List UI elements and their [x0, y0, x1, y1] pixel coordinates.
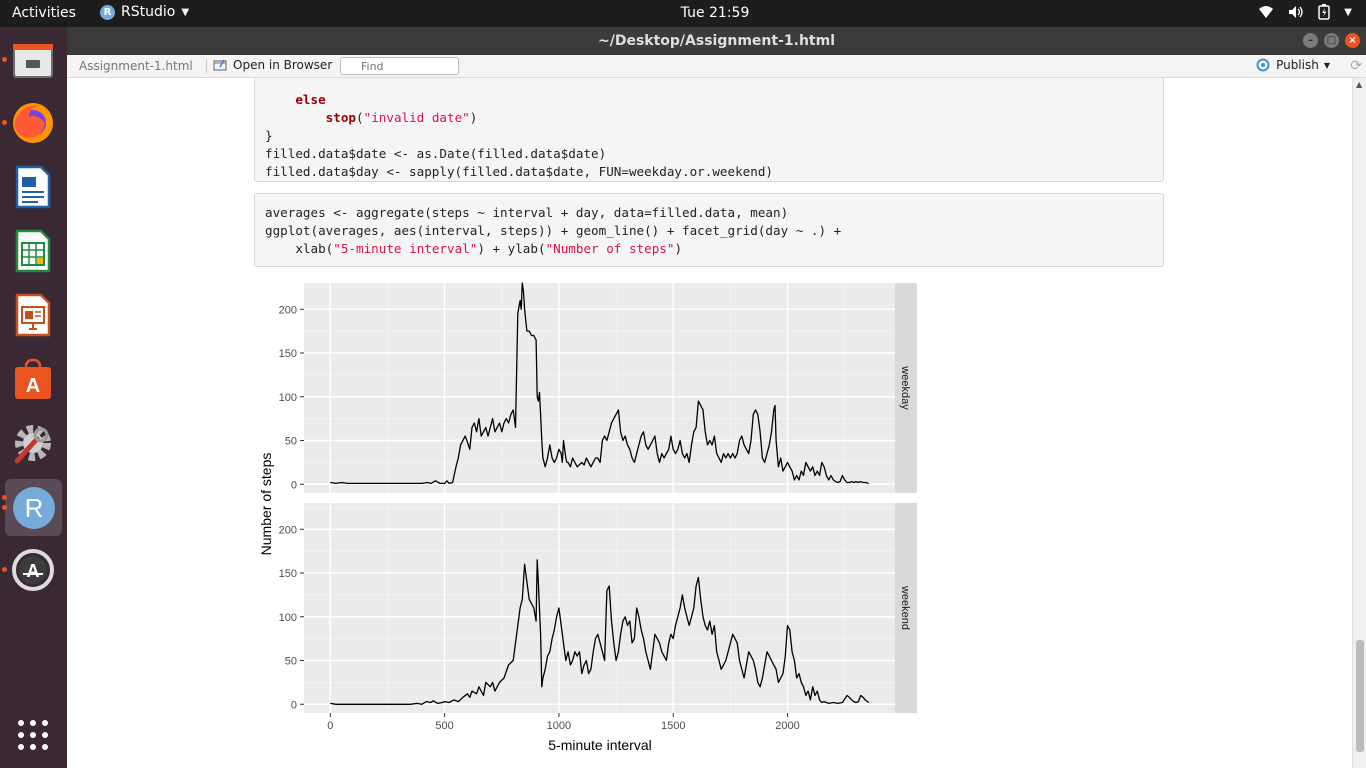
panel-background [304, 503, 895, 713]
impress-icon [13, 293, 53, 337]
dock-libreoffice-writer[interactable] [10, 164, 56, 210]
running-indicator [2, 505, 7, 510]
viewer-window: ~/Desktop/Assignment-1.html – □ × Assign… [67, 27, 1366, 768]
toolbar-divider [206, 59, 207, 74]
file-tab[interactable]: Assignment-1.html [79, 59, 193, 73]
dock-libreoffice-impress[interactable] [10, 292, 56, 338]
dock-ubuntu-software[interactable]: A [10, 356, 56, 402]
publish-label: Publish [1276, 58, 1319, 72]
x-tick-label: 1500 [661, 720, 685, 732]
facet-strip-label: weekday [899, 365, 911, 410]
x-tick-label: 0 [327, 720, 333, 732]
browser-icon [213, 59, 227, 71]
publish-button[interactable]: Publish ▼ [1255, 58, 1330, 72]
show-applications-button[interactable] [10, 712, 56, 758]
battery-icon [1318, 4, 1330, 20]
chevron-down-icon: ▼ [1324, 61, 1330, 70]
facet-strip-label: weekend [899, 585, 911, 630]
clock[interactable]: Tue 21:59 [0, 5, 1366, 21]
status-area[interactable]: ▼ [1258, 4, 1352, 20]
y-tick-label: 100 [279, 392, 297, 404]
code-line: filled.data$day <- sapply(filled.data$da… [265, 164, 773, 179]
window-title: ~/Desktop/Assignment-1.html [598, 33, 835, 49]
facet-panel-weekday: 0 50 100 150 200 weekday [279, 283, 917, 493]
window-titlebar[interactable]: ~/Desktop/Assignment-1.html – □ × [67, 27, 1366, 55]
y-tick-label: 150 [279, 568, 297, 580]
running-indicator [2, 567, 7, 572]
y-tick-label: 0 [291, 479, 297, 491]
y-tick-label: 50 [285, 436, 297, 448]
svg-text:A: A [27, 561, 40, 581]
y-tick-label: 50 [285, 656, 297, 668]
calc-icon [13, 229, 53, 273]
open-in-browser-label: Open in Browser [233, 58, 332, 72]
dock-software-updater[interactable]: A [10, 547, 56, 593]
facet-panel-weekend: 0 50 100 150 200 weekend [279, 503, 917, 713]
app-grid-icon [17, 719, 49, 751]
running-indicator [2, 495, 7, 500]
code-line: else [265, 92, 326, 107]
y-tick-label: 200 [279, 524, 297, 536]
viewer-toolbar: Assignment-1.html Open in Browser Publis… [67, 55, 1366, 78]
system-top-bar: Activities R RStudio ▼ Tue 21:59 ▼ [0, 0, 1366, 27]
y-tick-label: 200 [279, 304, 297, 316]
system-menu-chevron-icon: ▼ [1344, 7, 1352, 18]
code-line: filled.data$date <- as.Date(filled.data$… [265, 146, 606, 161]
code-line: xlab("5-minute interval") + ylab("Number… [265, 241, 682, 256]
dock-settings[interactable] [10, 420, 56, 466]
x-tick-label: 1000 [547, 720, 571, 732]
dock-files[interactable] [10, 37, 56, 83]
dock-libreoffice-calc[interactable] [10, 228, 56, 274]
writer-icon [13, 165, 53, 209]
maximize-button[interactable]: □ [1324, 33, 1339, 48]
close-button[interactable]: × [1345, 33, 1360, 48]
refresh-icon[interactable]: ⟳ [1350, 58, 1362, 74]
svg-text:R: R [24, 493, 43, 523]
code-line: stop("invalid date") [265, 110, 477, 125]
settings-icon [11, 421, 55, 465]
y-tick-label: 0 [291, 699, 297, 711]
x-tick-label: 500 [435, 720, 453, 732]
wifi-icon [1258, 5, 1274, 19]
x-axis-label: 5-minute interval [548, 737, 652, 753]
vertical-scrollbar[interactable]: ▲ [1352, 78, 1366, 768]
dock-firefox[interactable] [10, 100, 56, 146]
files-icon [11, 38, 55, 82]
y-tick-label: 150 [279, 348, 297, 360]
updater-icon: A [11, 548, 55, 592]
code-line: } [265, 128, 273, 143]
running-indicator [2, 120, 7, 125]
code-block-ggplot: averages <- aggregate(steps ~ interval +… [254, 193, 1164, 267]
scrollbar-thumb[interactable] [1356, 640, 1364, 752]
dock-rstudio[interactable]: R [5, 479, 62, 536]
code-block-weekday-function: else stop("invalid date") } filled.data$… [254, 78, 1164, 182]
html-viewer-content: else stop("invalid date") } filled.data$… [67, 78, 1366, 768]
dock: A R A [0, 27, 67, 768]
scroll-up-arrow-icon[interactable]: ▲ [1356, 80, 1362, 89]
minimize-button[interactable]: – [1303, 33, 1318, 48]
open-in-browser-button[interactable]: Open in Browser [213, 58, 332, 72]
publish-icon [1255, 58, 1271, 72]
code-line: averages <- aggregate(steps ~ interval +… [265, 205, 788, 220]
firefox-icon [11, 101, 55, 145]
y-axis-label: Number of steps [258, 453, 274, 556]
code-line: ggplot(averages, aes(interval, steps)) +… [265, 223, 841, 238]
y-tick-label: 100 [279, 612, 297, 624]
volume-icon [1288, 5, 1304, 19]
rstudio-icon: R [11, 485, 57, 531]
find-input[interactable] [340, 57, 459, 75]
software-store-icon: A [11, 357, 55, 401]
running-indicator [2, 57, 7, 62]
svg-text:A: A [26, 375, 40, 397]
x-tick-label: 2000 [775, 720, 799, 732]
